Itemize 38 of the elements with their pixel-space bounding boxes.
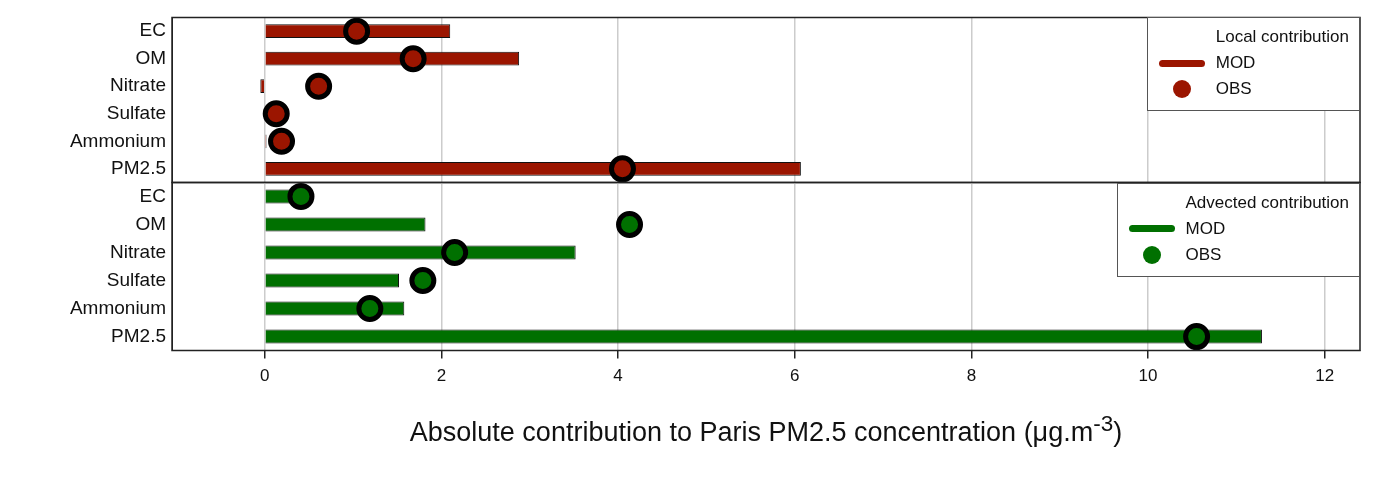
point: [356, 295, 384, 323]
x-tick-label: 0: [260, 366, 270, 386]
point: [399, 45, 427, 73]
y-tick-label: Sulfate: [106, 102, 166, 123]
point: [287, 183, 315, 211]
legend-title: Advected contribution: [1184, 191, 1349, 214]
point: [441, 239, 469, 267]
point: [409, 267, 437, 295]
y-tick-label: OM: [135, 46, 166, 68]
legend-label: MOD: [1215, 52, 1256, 75]
x-tick-label: 6: [789, 366, 800, 386]
x-tick-label: 4: [613, 366, 623, 386]
x-tick-label: 12: [1315, 366, 1335, 386]
legend-label: OBS: [1215, 78, 1252, 101]
y-tick-label: PM2.5: [111, 325, 166, 347]
y-tick-label: Nitrate: [110, 74, 166, 96]
y-tick-label: EC: [139, 19, 166, 41]
x-tick-label: 10: [1138, 366, 1158, 386]
x-tick-label: 8: [966, 366, 977, 386]
x-tick-label: 2: [436, 366, 447, 386]
point: [305, 72, 333, 100]
y-tick-label: OM: [135, 212, 166, 234]
y-tick-label: Nitrate: [110, 240, 166, 262]
y-tick-label: Ammonium: [69, 296, 166, 318]
legend-title: Local contribution: [1214, 26, 1349, 49]
x-axis-title: Absolute contribution to Paris PM2.5 concentration (μg.m$^{-3}$): [409, 410, 1123, 448]
point: [616, 211, 644, 239]
legend-label: OBS: [1185, 243, 1222, 266]
y-tick-label: PM2.5: [111, 157, 166, 179]
y-tick-label: Ammonium: [69, 129, 166, 151]
y-tick-label: Sulfate: [106, 268, 166, 290]
legend-label: MOD: [1185, 217, 1226, 240]
point: [608, 155, 636, 183]
point: [343, 17, 371, 45]
y-tick-label: EC: [139, 184, 166, 206]
point: [268, 127, 296, 155]
point: [1183, 323, 1211, 351]
point: [262, 100, 290, 128]
